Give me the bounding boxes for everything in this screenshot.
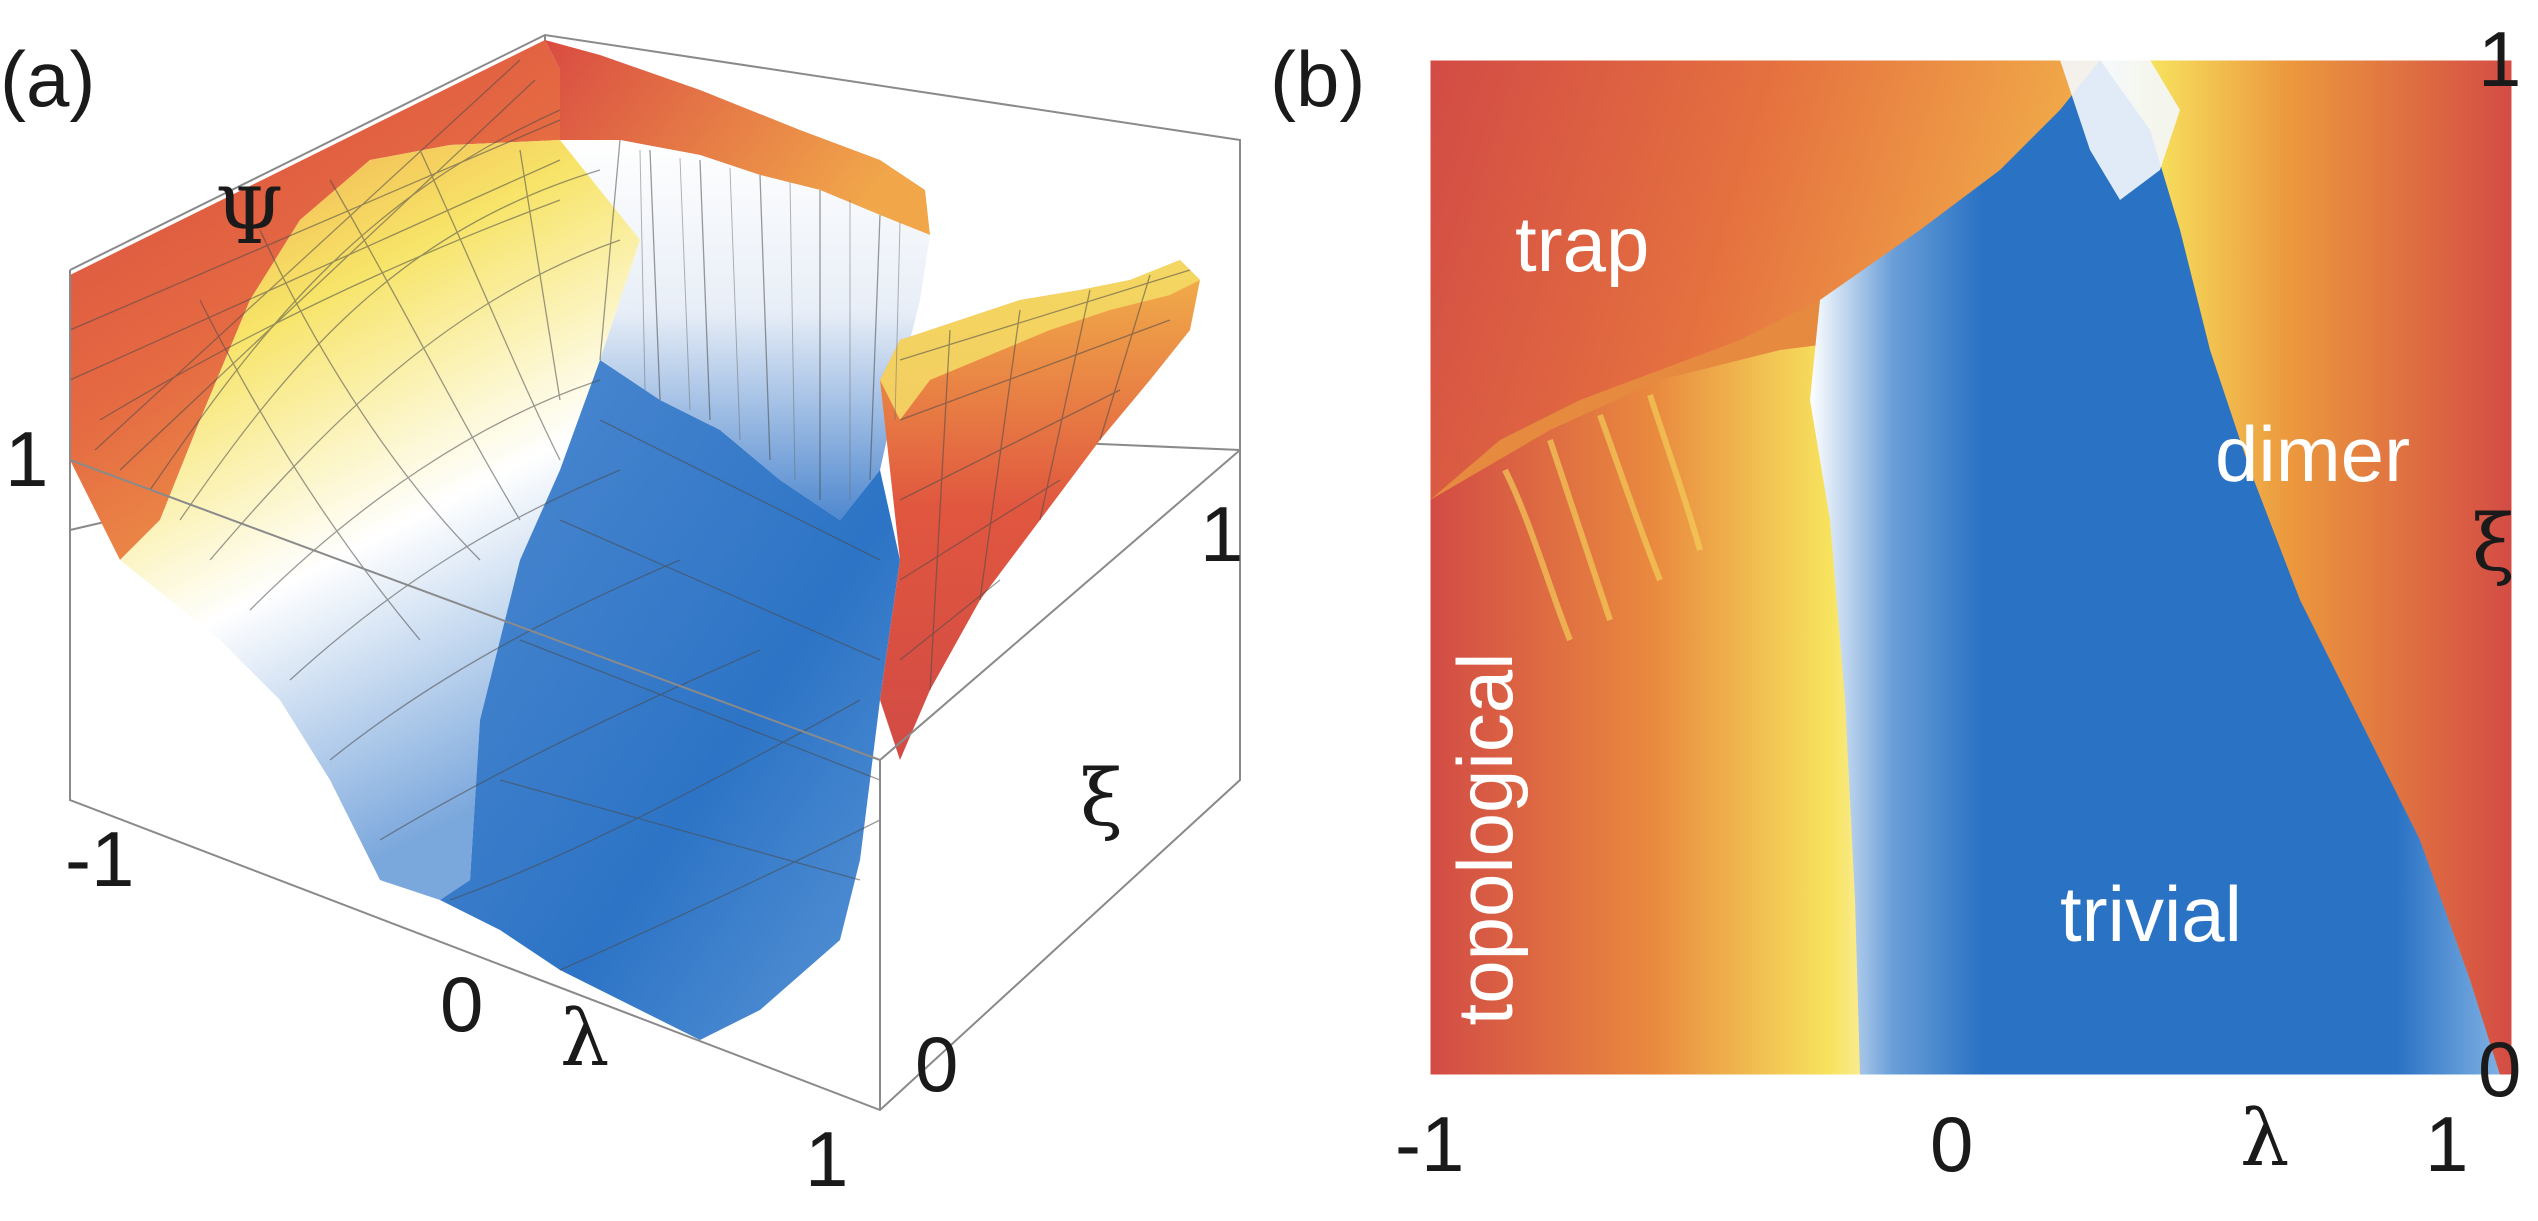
surface-yellow-slope [120, 140, 640, 900]
y-axis-label: ξ [2472, 499, 2515, 589]
surface-mesh [69, 59, 1191, 971]
surface-plot-canvas [69, 33, 1241, 1112]
y-tick-label: 0 [2478, 1025, 2522, 1113]
heatmap-field [1430, 60, 2512, 1075]
x-tick-label: 0 [1930, 1100, 1974, 1188]
heatmap-canvas [1429, 59, 2513, 1076]
wall-striations [639, 149, 901, 500]
region-topological-fill [1430, 330, 1930, 1075]
x-tick-label: -1 [1395, 1100, 1465, 1188]
y-tick-label: 1 [2478, 15, 2522, 103]
region-dimer-fill [2100, 60, 2512, 1075]
surface-ridge-yellow-edge [880, 260, 1200, 420]
region-label-topological: topological [1441, 652, 1529, 1026]
heatmap-frame [1429, 59, 2513, 1076]
region-label-dimer: dimer [2215, 410, 2411, 498]
panel-label-b: (b) [1270, 35, 1366, 123]
z-axis-label: Ψ [215, 172, 284, 262]
y-tick-label: 0 [915, 1020, 959, 1108]
y-tick-label: 1 [1200, 490, 1244, 578]
x-tick-label: 1 [805, 1115, 849, 1203]
x-tick-label: 1 [2425, 1100, 2469, 1188]
region-label-trap: trap [1515, 200, 1650, 288]
surface-right-ridge [880, 260, 1200, 760]
box-front-edges [69, 270, 1241, 1112]
x-tick-label: -1 [65, 815, 135, 903]
region-label-trivial: trivial [2060, 870, 2243, 958]
fringe-streaks [1502, 394, 1703, 642]
region-trap-fill [1430, 60, 2100, 500]
z-tick-label: 1 [5, 415, 49, 503]
surface-blue-trough [440, 360, 900, 1040]
panel-label-a: (a) [0, 35, 96, 123]
x-tick-label: 0 [440, 960, 484, 1048]
x-axis-label: λ [2240, 1094, 2290, 1184]
surface-plot-panel: (a) Ψ 1 -1 0 λ 1 0 ξ 1 [0, 33, 1244, 1203]
x-axis-label: λ [560, 994, 610, 1084]
region-trivial-fill [1810, 60, 2500, 1075]
y-axis-label: ξ [1080, 754, 1123, 844]
surface-white-wall [560, 140, 930, 520]
heatmap-panel: (b) trap dimer topological trivial -1 0 … [1270, 0, 2538, 1221]
region-trap-white-patch [2060, 60, 2180, 200]
surface-back-plateau [545, 40, 930, 235]
